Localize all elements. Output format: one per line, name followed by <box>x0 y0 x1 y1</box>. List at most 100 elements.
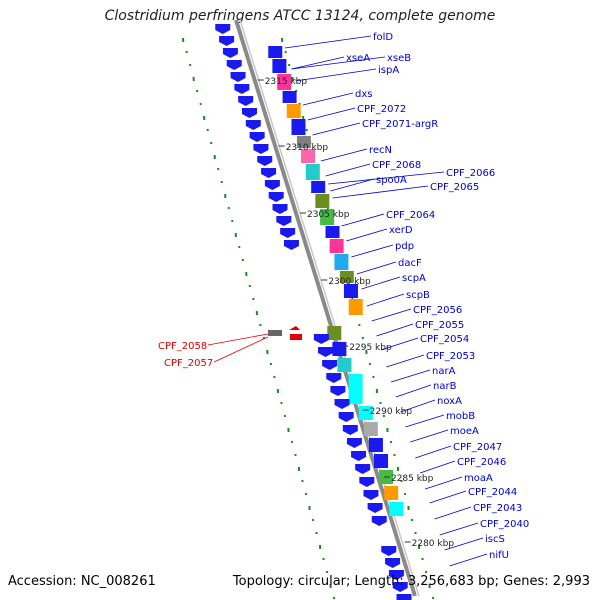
cog-block <box>384 486 399 500</box>
gene-label: narA <box>432 366 456 377</box>
cog-block <box>339 271 354 283</box>
leader-line <box>376 323 414 337</box>
gene-arrow <box>249 132 265 142</box>
leader-line <box>320 148 368 162</box>
tick-label: 2305 kbp <box>307 210 350 220</box>
leader-line <box>295 68 377 82</box>
tick-label: 2285 kbp <box>391 474 434 484</box>
gene-label: CPF_2047 <box>453 442 502 453</box>
gene-label: CPF_2068 <box>372 160 421 171</box>
gene-arrow <box>367 503 383 513</box>
gene-label: scpB <box>406 290 430 301</box>
leader-line <box>341 213 385 227</box>
gene-label: xseA <box>346 53 370 64</box>
leader-line <box>429 490 467 504</box>
gene-arrow <box>371 516 387 526</box>
tick-label: 2300 kbp <box>328 277 371 287</box>
gene-arrow <box>280 228 296 238</box>
gene-arrows <box>215 24 412 600</box>
cog-block <box>325 226 340 238</box>
gene-label: CPF_2040 <box>480 519 529 530</box>
gene-arrow <box>234 84 250 94</box>
leader-line <box>425 476 463 490</box>
accession-text: Accession: NC_008261 <box>8 574 156 589</box>
tick-label: 2315 kbp <box>265 77 308 87</box>
red-gene-arrow <box>289 326 300 330</box>
cog-block <box>343 284 358 298</box>
leader-line <box>361 276 401 290</box>
gene-arrow <box>313 334 329 344</box>
leader-line <box>434 506 472 520</box>
gene-label: nifU <box>489 550 509 561</box>
gene-arrow <box>355 464 371 474</box>
leader-line <box>346 228 388 242</box>
cog-block <box>291 119 306 135</box>
leader-line <box>291 56 386 70</box>
gene-arrow <box>338 412 354 422</box>
cog-block <box>320 209 335 225</box>
gene-arrow <box>215 24 231 34</box>
tick-label: 2295 kbp <box>349 343 392 353</box>
cog-block <box>389 502 404 516</box>
cog-block <box>363 422 378 436</box>
leader-line <box>449 553 488 567</box>
cog-block <box>305 164 320 180</box>
gene-label: spo0A <box>376 175 407 186</box>
cog-category-blocks <box>268 46 404 516</box>
gene-label: folD <box>373 32 393 43</box>
leader-line <box>371 308 412 322</box>
topology-summary: Topology: circular; Length: 3,256,683 bp… <box>232 574 590 589</box>
cog-block <box>337 358 352 372</box>
gene-arrow <box>334 399 350 409</box>
cog-block <box>268 46 283 58</box>
gene-arrow <box>351 451 367 461</box>
cog-block <box>315 194 330 208</box>
gene-arrow <box>359 477 375 487</box>
gene-label: CPF_2066 <box>446 168 495 179</box>
gene-label: CPF_2072 <box>357 104 406 115</box>
leader-line <box>356 261 397 275</box>
cog-block <box>348 374 363 404</box>
leader-line <box>444 537 484 551</box>
gene-label: CPF_2071-argR <box>362 119 438 130</box>
gene-arrow <box>226 60 242 70</box>
gene-label: scpA <box>402 273 426 284</box>
kbp-ticks: 2315 kbp 2310 kbp 2305 kbp 2300 kbp 2295 kbp… <box>257 77 454 549</box>
gene-label: CPF_2044 <box>468 487 517 498</box>
gene-label: iscS <box>485 534 505 545</box>
leader-line <box>325 163 371 177</box>
leader-line <box>395 384 432 398</box>
gene-label: xerD <box>389 225 413 236</box>
leader-line <box>400 399 436 413</box>
leader-line <box>439 522 479 536</box>
gene-arrow <box>388 570 404 580</box>
cog-block <box>334 254 349 270</box>
gene-label: CPF_2056 <box>413 305 462 316</box>
gene-arrow <box>392 582 408 592</box>
gene-label: CPF_2054 <box>420 334 469 345</box>
gene-arrow <box>385 558 401 568</box>
gene-label: mobB <box>446 411 475 422</box>
map-title: Clostridium perfringens ATCC 13124, comp… <box>104 8 496 24</box>
cog-block <box>286 104 301 118</box>
leader-line-red <box>207 333 269 346</box>
cog-block <box>296 136 311 148</box>
gene-arrow <box>253 144 269 154</box>
leader-line <box>410 429 449 443</box>
leader-line <box>415 445 452 459</box>
cog-block <box>329 239 344 253</box>
gene-arrow <box>257 156 273 166</box>
tick-label: 2310 kbp <box>286 143 329 153</box>
leader-line <box>284 35 372 49</box>
gene-label: ispA <box>378 65 399 76</box>
gene-label: moaA <box>464 473 493 484</box>
cog-block <box>368 438 383 452</box>
cog-block <box>282 91 297 103</box>
gene-arrow <box>326 373 342 383</box>
gene-label: xseB <box>387 53 411 64</box>
leader-line <box>312 122 361 136</box>
leader-line <box>302 92 354 106</box>
gene-label: narB <box>433 381 457 392</box>
leader-line <box>405 414 445 428</box>
